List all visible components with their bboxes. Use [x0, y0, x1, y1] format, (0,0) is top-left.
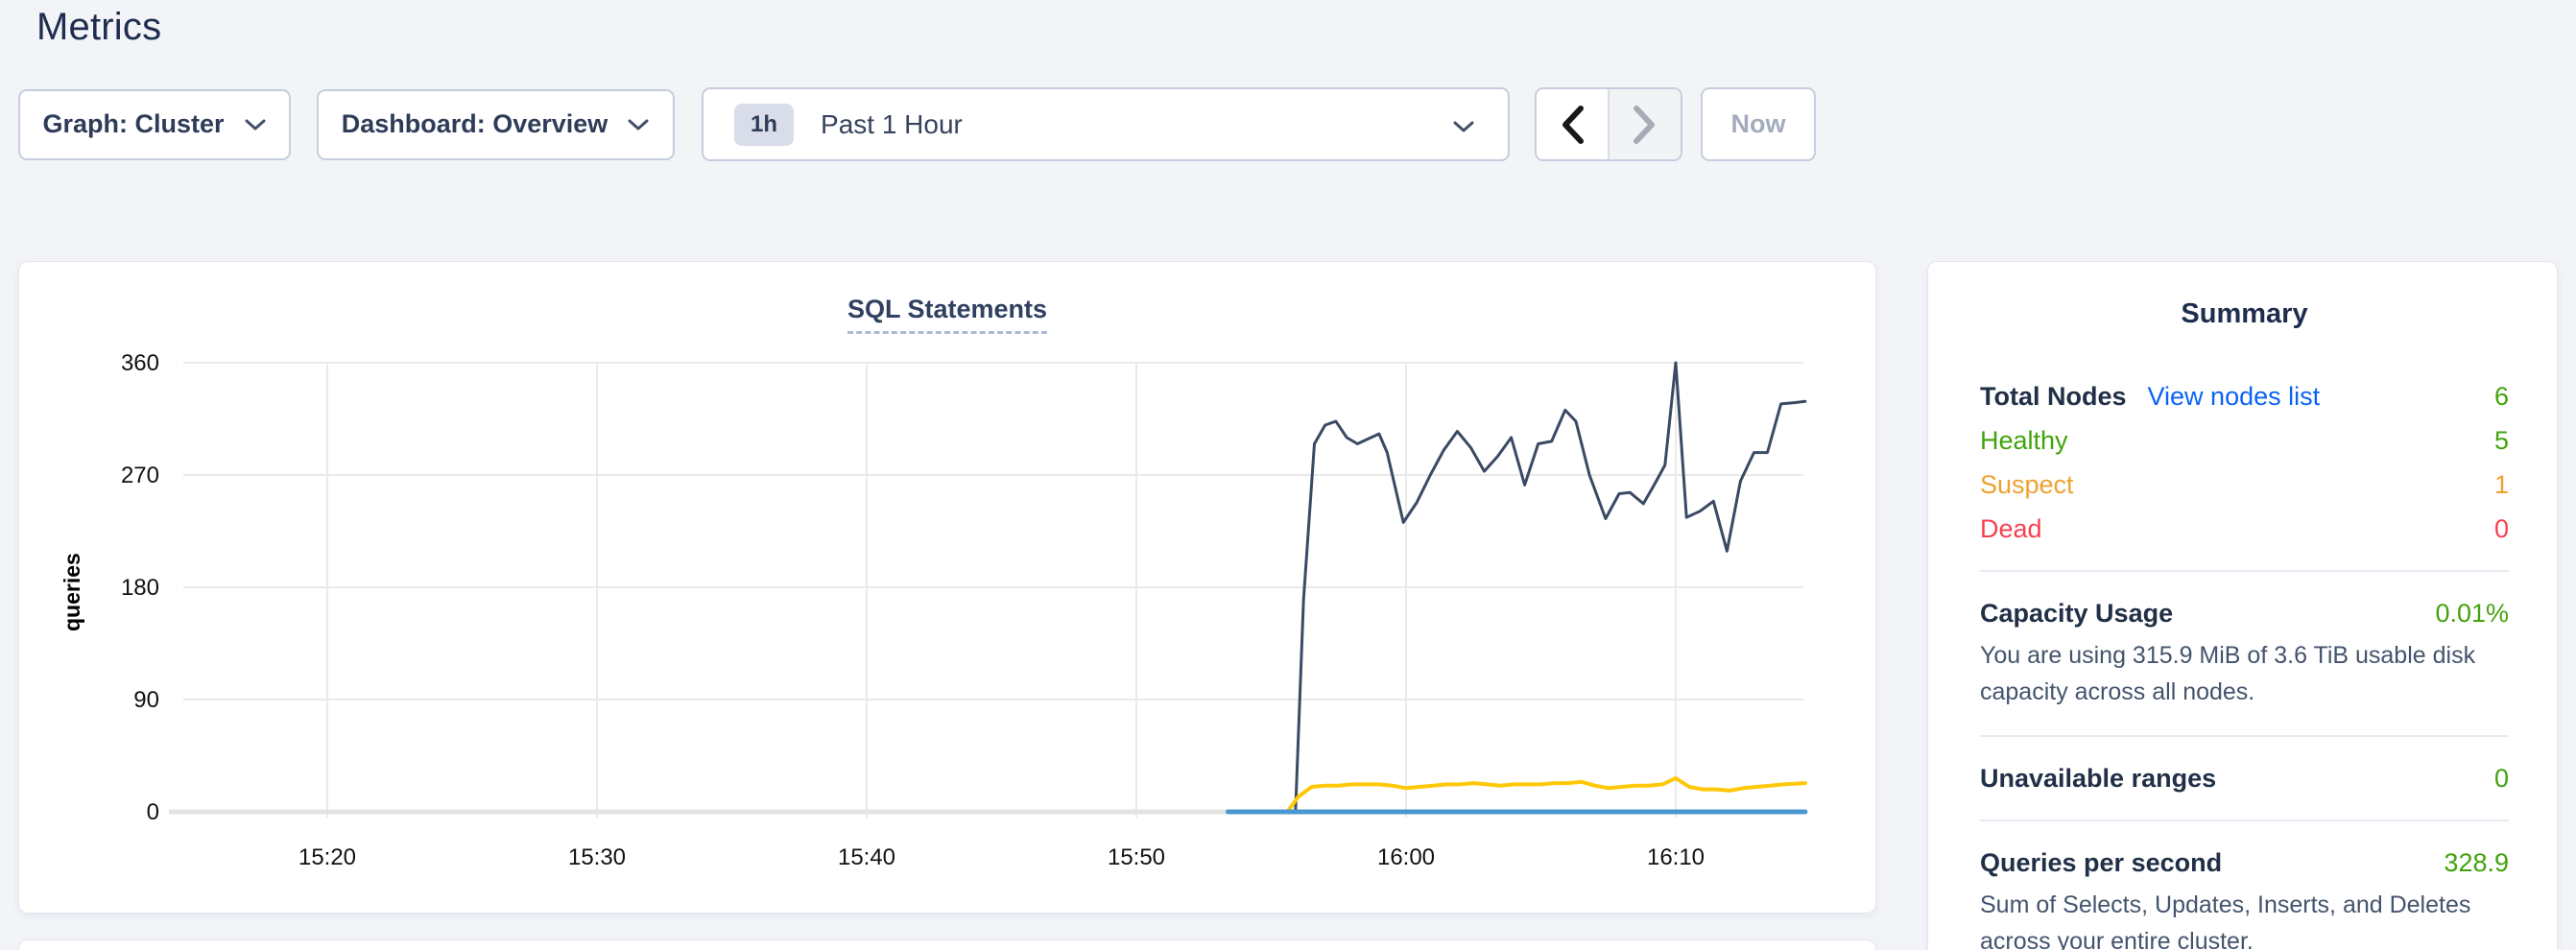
- page-title: Metrics: [36, 6, 162, 48]
- x-tick-label: 15:50: [1108, 844, 1165, 870]
- queries-per-second-value: 328.9: [2444, 848, 2509, 877]
- now-button[interactable]: Now: [1701, 87, 1816, 161]
- x-tick-label: 15:40: [838, 844, 895, 870]
- unavailable-ranges-label: Unavailable ranges: [1980, 764, 2217, 793]
- sql-statements-chart[interactable]: 15:20 15:30 15:40 15:50 16:00 16:10 0 90 180 270 3…: [19, 262, 1877, 914]
- now-button-label: Now: [1730, 109, 1786, 138]
- divider: [1980, 819, 2509, 821]
- sql-statements-card: SQL Statements queries 15:20 15:30 15:40 15…: [18, 261, 1876, 914]
- graph-dropdown-label: Graph: Cluster: [42, 109, 225, 138]
- healthy-label: Healthy: [1980, 426, 2068, 455]
- y-tick-label: 0: [147, 799, 159, 825]
- divider: [1980, 570, 2509, 572]
- queries-per-second-description: Sum of Selects, Updates, Inserts, and De…: [1980, 891, 2471, 950]
- view-nodes-list-link[interactable]: View nodes list: [2147, 382, 2321, 411]
- x-tick-label: 16:00: [1377, 844, 1435, 870]
- graph-dropdown[interactable]: Graph: Cluster: [18, 88, 291, 160]
- suspect-nodes-row: Suspect 1: [1980, 468, 2509, 501]
- time-back-button[interactable]: [1537, 89, 1608, 159]
- next-graph-card: [18, 939, 1876, 950]
- capacity-usage-description: You are using 315.9 MiB of 3.6 TiB usabl…: [1980, 642, 2476, 705]
- unavailable-ranges-row: Unavailable ranges 0: [1980, 762, 2509, 795]
- dark-blue-series-line: [1294, 361, 1807, 814]
- capacity-usage-label: Capacity Usage: [1980, 599, 2174, 628]
- yellow-series-line: [1226, 775, 1807, 814]
- queries-per-second-label: Queries per second: [1980, 848, 2223, 877]
- chevron-down-icon: [1453, 121, 1474, 132]
- dead-label: Dead: [1980, 514, 2042, 543]
- divider: [1980, 735, 2509, 737]
- chevron-left-icon: [1562, 105, 1584, 144]
- healthy-value: 5: [2493, 426, 2509, 455]
- capacity-usage-value: 0.01%: [2435, 599, 2509, 628]
- dead-value: 0: [2493, 514, 2509, 543]
- x-tick-label: 15:20: [298, 844, 356, 870]
- y-tick-label: 360: [121, 350, 159, 376]
- dashboard-dropdown[interactable]: Dashboard: Overview: [317, 88, 675, 160]
- summary-panel: Summary Total Nodes View nodes list 6 He…: [1927, 261, 2558, 950]
- time-nav-group: [1535, 87, 1682, 161]
- chevron-right-icon: [1634, 105, 1655, 144]
- toolbar: Graph: Cluster Dashboard: Overview 1h Pa…: [18, 87, 1816, 161]
- healthy-nodes-row: Healthy 5: [1980, 424, 2509, 457]
- time-range-selector[interactable]: 1h Past 1 Hour: [702, 87, 1510, 161]
- time-forward-button[interactable]: [1608, 89, 1681, 159]
- total-nodes-row: Total Nodes View nodes list 6: [1980, 380, 2509, 413]
- chart-title: SQL Statements: [847, 295, 1048, 334]
- queries-per-second-row: Queries per second 328.9: [1980, 846, 2509, 879]
- chevron-down-icon: [245, 119, 266, 130]
- chevron-down-icon: [628, 119, 649, 130]
- time-range-label: Past 1 Hour: [821, 108, 963, 139]
- capacity-usage-row: Capacity Usage 0.01%: [1980, 597, 2509, 629]
- suspect-value: 1: [2493, 470, 2509, 499]
- y-tick-label: 270: [121, 463, 159, 488]
- summary-title: Summary: [2181, 298, 2308, 329]
- total-nodes-label: Total Nodes: [1980, 382, 2127, 411]
- total-nodes-value: 6: [2493, 382, 2509, 411]
- suspect-label: Suspect: [1980, 470, 2074, 499]
- time-range-badge: 1h: [734, 103, 795, 146]
- unavailable-ranges-value: 0: [2493, 764, 2509, 793]
- y-tick-label: 180: [121, 575, 159, 601]
- dashboard-dropdown-label: Dashboard: Overview: [341, 109, 608, 138]
- x-tick-label: 15:30: [568, 844, 626, 870]
- y-tick-label: 90: [133, 687, 159, 713]
- dead-nodes-row: Dead 0: [1980, 512, 2509, 545]
- x-tick-label: 16:10: [1647, 844, 1705, 870]
